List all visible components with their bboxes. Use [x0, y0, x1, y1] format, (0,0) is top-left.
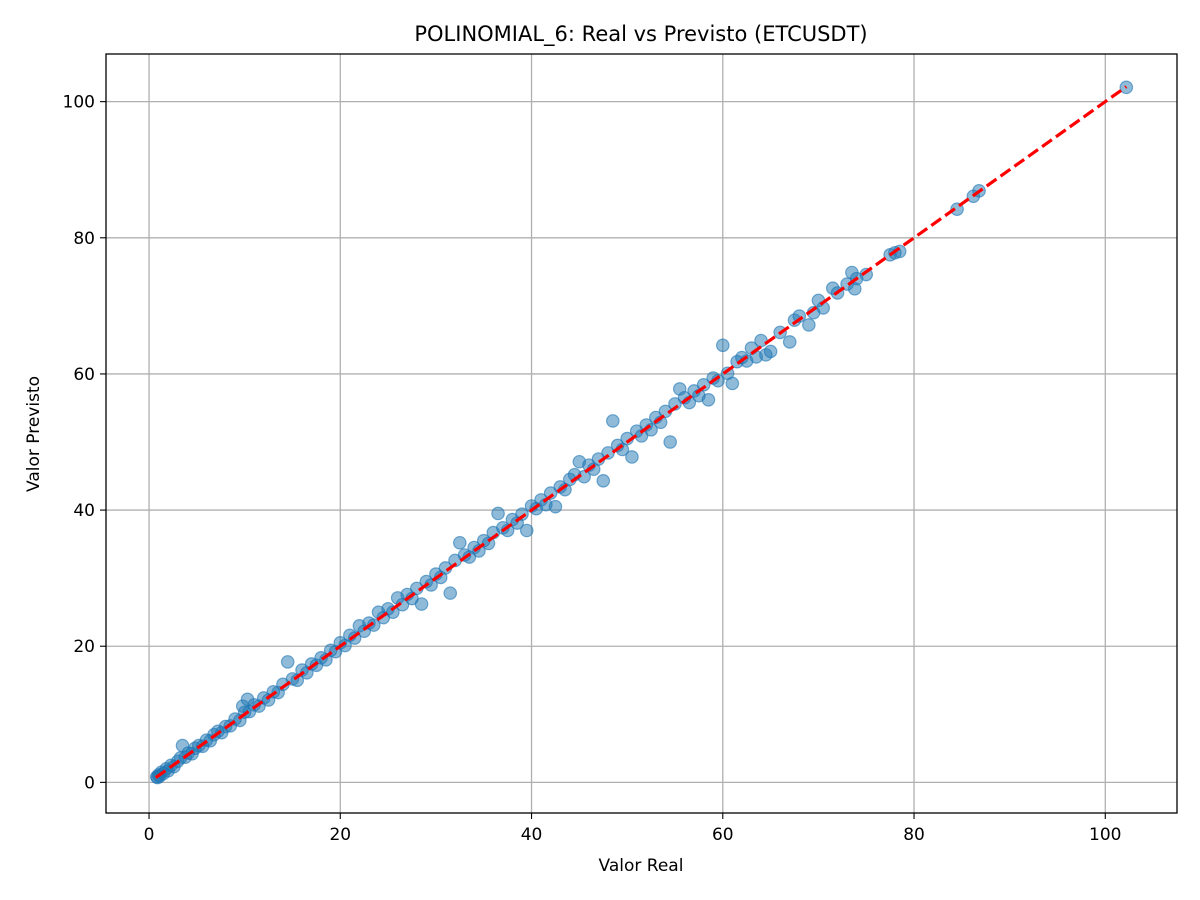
data-point	[606, 414, 620, 428]
x-tick-label: 80	[903, 825, 925, 845]
y-tick-label: 0	[84, 773, 95, 793]
data-point	[548, 499, 563, 514]
plot-frame	[105, 53, 1178, 814]
x-tick-label: 0	[144, 825, 155, 845]
data-point	[386, 605, 400, 619]
data-point	[491, 506, 505, 521]
grid-lines	[106, 54, 1177, 813]
y-tick-label: 80	[73, 229, 95, 249]
chart-title: POLINOMIAL_6: Real vs Previsto (ETCUSDT)	[414, 22, 867, 47]
x-tick-label: 40	[521, 825, 543, 845]
x-tick-label: 60	[712, 825, 734, 845]
y-tick-label: 40	[73, 501, 95, 521]
axis-ticks: 0 20 40 60 80 100 0 20 40 60 80 100	[63, 93, 1122, 845]
y-tick-label: 100	[63, 93, 95, 113]
data-point	[453, 535, 467, 550]
y-axis-label: Valor Previsto	[24, 376, 44, 492]
data-point	[663, 435, 677, 449]
reference-line-group	[154, 85, 1128, 779]
data-point	[280, 655, 295, 669]
data-point	[596, 474, 611, 488]
data-point	[414, 597, 429, 611]
reference-line	[154, 85, 1128, 779]
x-tick-label: 100	[1089, 825, 1121, 845]
data-point	[443, 586, 458, 600]
y-tick-label: 60	[73, 365, 95, 385]
data-point	[519, 523, 534, 538]
x-axis-label: Valor Real	[599, 856, 684, 876]
data-point	[625, 450, 639, 464]
data-point	[802, 318, 816, 332]
data-point	[701, 393, 716, 407]
data-point	[715, 338, 730, 353]
data-point	[754, 333, 768, 348]
data-point	[782, 335, 797, 349]
y-tick-label: 20	[73, 637, 95, 657]
data-point	[725, 376, 740, 391]
x-tick-label: 20	[329, 825, 351, 845]
data-point	[763, 344, 778, 359]
